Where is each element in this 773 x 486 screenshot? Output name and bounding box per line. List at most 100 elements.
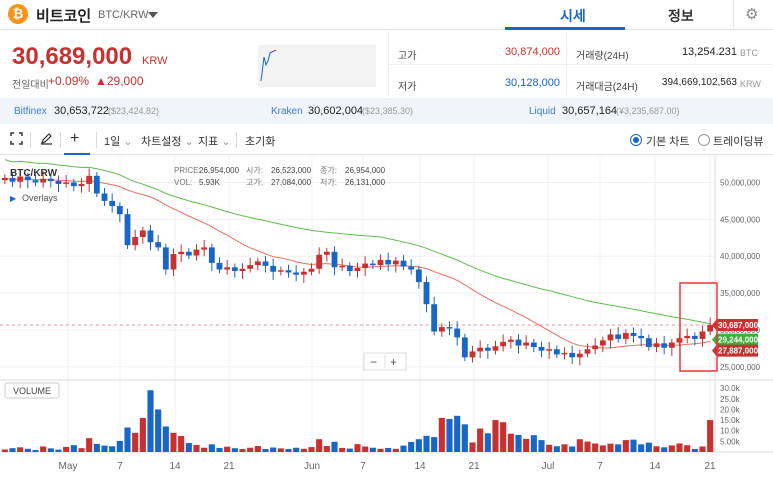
zoom-in-button[interactable]: + — [390, 355, 397, 369]
volume-bar — [9, 448, 16, 452]
candle — [561, 352, 568, 355]
price-summary: 30,689,000 KRW 전일대비 +0.09% ▲29,000 고가 30… — [0, 31, 773, 97]
ohlc-high: 27,084,000 — [271, 178, 312, 187]
divider — [30, 132, 31, 148]
crosshair-icon[interactable]: + — [70, 130, 80, 147]
bitcoin-icon: ₿ — [8, 4, 28, 24]
coin-pair[interactable]: BTC/KRW — [98, 9, 149, 21]
volume-bar — [392, 448, 399, 452]
volume-bar — [477, 428, 484, 452]
price-tag — [712, 344, 758, 357]
volume-bar — [461, 424, 468, 452]
volume-bar — [653, 446, 660, 452]
ma-long-line — [4, 159, 711, 325]
play-icon[interactable]: ▶ — [10, 194, 17, 203]
volume-bar — [438, 417, 445, 452]
candle — [239, 268, 246, 271]
volume-bar — [507, 433, 514, 452]
date-axis-label: 7 — [360, 461, 366, 472]
tradingview-label[interactable]: 트레이딩뷰 — [713, 136, 764, 148]
volume-bar — [423, 435, 430, 452]
date-axis-label: Jul — [542, 461, 555, 472]
candle — [293, 272, 300, 275]
candle — [277, 270, 284, 272]
candle — [216, 262, 223, 270]
tab-quote[interactable]: 시세 — [560, 8, 586, 24]
candle — [638, 335, 645, 339]
gear-icon[interactable]: ⚙ — [745, 6, 759, 23]
overlays-toggle[interactable]: Overlays — [22, 193, 58, 203]
volume-bar — [546, 444, 553, 452]
volume-bar — [354, 444, 361, 452]
candle — [9, 178, 16, 182]
candle — [70, 182, 77, 187]
candle — [699, 331, 706, 339]
exchange-price: 30,653,722 — [54, 105, 110, 117]
volume-label-box — [4, 382, 60, 399]
candle — [300, 271, 307, 275]
volume-bar — [561, 444, 568, 452]
volume-bar — [645, 442, 652, 452]
chevron-down-icon[interactable] — [148, 12, 158, 18]
candle — [546, 349, 553, 351]
radio-tradingview[interactable] — [698, 134, 710, 146]
volume-bar — [63, 446, 70, 452]
indicators-menu[interactable]: 지표 ⌄ — [198, 133, 231, 149]
zoom-out-button[interactable]: − — [370, 355, 377, 369]
reset-button[interactable]: 초기화 — [245, 136, 276, 148]
candle — [530, 342, 537, 348]
volume-bar — [346, 448, 353, 452]
price-axis-label: 25,000,000 — [720, 363, 761, 372]
pencil-icon[interactable] — [40, 132, 53, 148]
basic-chart-label[interactable]: 기본 차트 — [646, 136, 690, 148]
candle — [615, 334, 622, 339]
interval-label: 1일 — [104, 136, 121, 148]
change-amount: ▲29,000 — [95, 74, 144, 88]
volume-axis-label: 5.00k — [720, 437, 741, 446]
ohlc-close: 26,954,000 — [345, 166, 386, 175]
volume-bar — [32, 450, 39, 452]
coin-name[interactable]: 비트코인 — [36, 8, 92, 25]
ohlc-price-label: PRICE: — [174, 166, 201, 175]
candle — [201, 247, 208, 250]
volume-bar — [47, 448, 54, 452]
ohlc-price: 26,954,000 — [199, 166, 240, 175]
date-axis-label: 14 — [169, 461, 181, 472]
candle — [124, 214, 131, 246]
interval-select[interactable]: 1일 ⌄ — [104, 133, 133, 149]
date-axis-label: 14 — [414, 461, 426, 472]
exchange-name[interactable]: Kraken — [271, 106, 303, 117]
exchange-price-usd: ($23,424.82) — [108, 106, 160, 116]
chart-settings-menu[interactable]: 차트설정 ⌄ — [141, 133, 194, 149]
volume-bar — [630, 439, 637, 452]
volume-bar — [492, 420, 499, 452]
candle — [369, 263, 376, 266]
exchange-name[interactable]: Bitfinex — [14, 106, 47, 117]
amount-24h-unit: KRW — [740, 79, 761, 89]
exchange-name[interactable]: Liquid — [529, 106, 556, 117]
tab-info[interactable]: 정보 — [668, 8, 694, 24]
volume-bar — [523, 438, 530, 452]
fullscreen-icon[interactable] — [10, 132, 23, 148]
volume-bar — [170, 432, 177, 452]
ohlc-vol: 5.93K — [199, 178, 221, 187]
radio-basic-chart[interactable] — [630, 134, 642, 146]
candle — [24, 176, 31, 181]
date-axis-label: 7 — [597, 461, 603, 472]
candle — [553, 349, 560, 355]
candle — [576, 353, 583, 358]
volume-axis-label: 30.0k — [720, 384, 741, 393]
candle — [147, 230, 154, 243]
volume-bar — [178, 436, 185, 452]
volume-bar — [24, 448, 31, 452]
price-chart[interactable]: 50,000,000 45,000,000 40,000,000 35,000,000… — [0, 156, 773, 483]
volume-bar — [431, 437, 438, 452]
candle — [55, 180, 62, 184]
candle — [339, 265, 346, 268]
volume-bar — [78, 448, 85, 452]
candle — [668, 342, 675, 348]
volume-bar — [484, 433, 491, 452]
ohlc-open-label: 시가: — [246, 166, 263, 175]
price-axis-label: 35,000,000 — [720, 289, 761, 298]
candle — [515, 339, 522, 346]
